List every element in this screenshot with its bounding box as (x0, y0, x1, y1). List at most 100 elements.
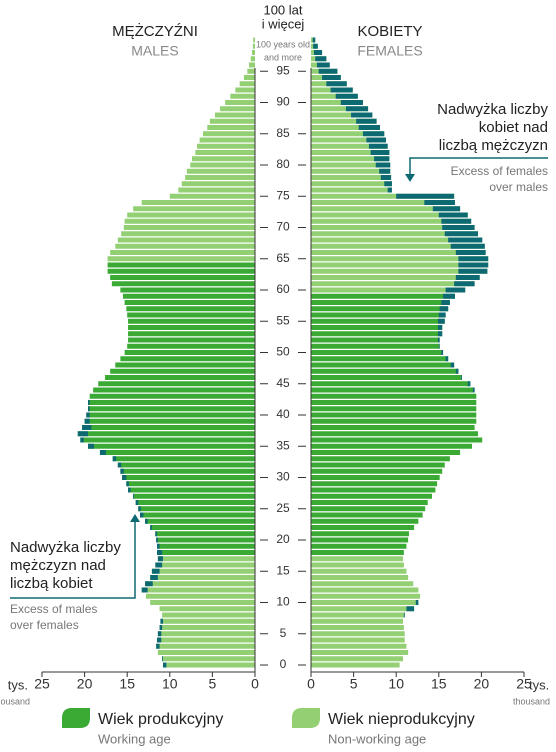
excess-bar (313, 50, 323, 55)
annotation: Nadwyżka liczby (10, 539, 121, 556)
y-tick-label: 40 (276, 407, 290, 421)
bar (156, 643, 255, 649)
x-tick-label: 25 (516, 676, 532, 692)
excess-bar (86, 412, 90, 418)
excess-bar (362, 131, 385, 137)
bar (311, 125, 381, 130)
excess-bar (88, 406, 90, 412)
bar (311, 362, 455, 368)
bar (128, 325, 255, 330)
excess-bar (312, 37, 316, 43)
excess-bar (415, 600, 419, 605)
bar (311, 650, 409, 655)
bar (190, 162, 255, 168)
excess-bar (335, 93, 358, 99)
bar (145, 518, 255, 524)
bar (128, 337, 255, 343)
bar (122, 475, 255, 480)
x-tick-label: 10 (388, 676, 404, 692)
bar (311, 600, 419, 605)
bar (230, 93, 255, 99)
y-tick-label: 35 (276, 438, 290, 452)
bar (311, 437, 483, 443)
bar (150, 600, 255, 605)
excess-bar (438, 343, 440, 349)
bar (249, 62, 255, 68)
bar (311, 168, 391, 174)
excess-bar (162, 656, 163, 662)
excess-bar (330, 87, 353, 93)
bar (311, 662, 400, 668)
bar (311, 431, 478, 437)
bar (311, 606, 415, 612)
excess-bar (80, 437, 84, 443)
bar (186, 168, 255, 174)
bar (311, 268, 488, 274)
bar (110, 250, 255, 255)
bar (135, 500, 255, 505)
excess-bar (84, 418, 90, 424)
arrow-head (405, 174, 415, 182)
bar (311, 593, 421, 599)
bar (110, 275, 255, 280)
bar (252, 50, 255, 55)
excess-bar (326, 81, 347, 87)
annotation-en: Excess of females (451, 164, 548, 178)
y-tick-label: 80 (276, 157, 290, 171)
bar (311, 575, 409, 580)
bar (311, 250, 486, 255)
annotation: mężczyzn nad (10, 557, 106, 574)
bar (311, 225, 475, 230)
excess-bar (157, 556, 163, 562)
annotation-arrow (409, 157, 548, 176)
bar (311, 512, 423, 518)
excess-bar (441, 300, 450, 305)
excess-bar (156, 537, 158, 543)
bar (162, 662, 255, 668)
excess-bar (442, 225, 475, 230)
bar (311, 131, 385, 137)
excess-bar (122, 475, 127, 480)
excess-bar (379, 168, 391, 174)
bar (311, 462, 445, 468)
excess-bar (157, 631, 162, 637)
excess-bar (151, 568, 160, 574)
bar (126, 481, 256, 487)
excess-bar (120, 468, 124, 474)
bar (207, 125, 255, 130)
excess-bar (156, 643, 160, 649)
top-label-en: 100 years old (256, 39, 310, 49)
excess-bar (117, 462, 122, 468)
bar (239, 81, 255, 87)
bar (157, 631, 255, 637)
excess-bar (126, 481, 129, 487)
bar (123, 225, 256, 230)
excess-bar (396, 193, 455, 199)
bar (311, 381, 471, 387)
bar (88, 400, 256, 405)
bar (115, 362, 255, 368)
bar (311, 418, 477, 424)
bar (311, 343, 440, 349)
x-tick-label: 25 (34, 676, 50, 692)
excess-bar (366, 137, 386, 143)
bar (155, 562, 255, 568)
bar (133, 493, 255, 499)
bar (311, 156, 390, 162)
bar (311, 193, 455, 199)
excess-bar (340, 100, 363, 105)
bar (128, 487, 255, 493)
bar (98, 381, 256, 387)
bar (311, 631, 405, 637)
bar (311, 412, 477, 418)
bar (311, 625, 404, 630)
excess-bar (150, 525, 152, 530)
bar (311, 200, 455, 205)
bar (203, 131, 255, 137)
bar (110, 368, 255, 374)
x-tick-label: 5 (209, 676, 217, 692)
bar (311, 331, 443, 337)
bar (214, 112, 255, 118)
excess-bar (445, 356, 449, 362)
x-tick-label: 15 (431, 676, 447, 692)
